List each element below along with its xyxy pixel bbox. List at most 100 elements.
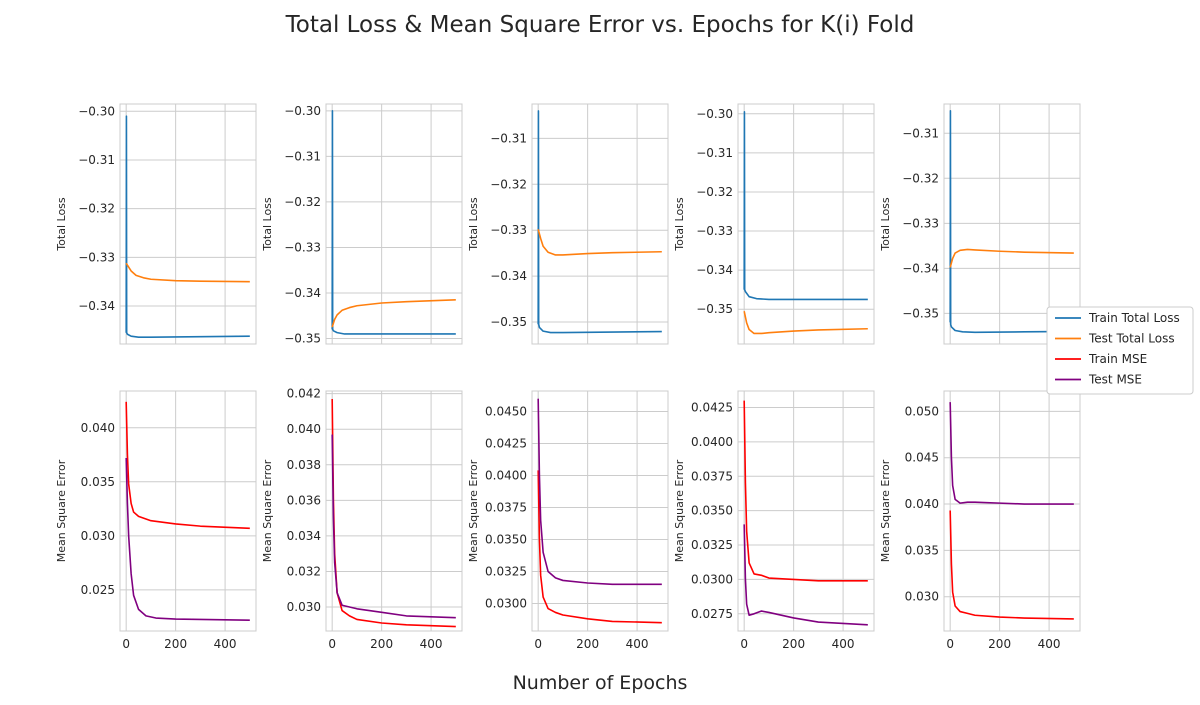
subplot-grid: −0.30 −0.31 −0.32 −0.33 −0.34 Total Loss −0.30… bbox=[55, 103, 1081, 651]
y-tick-label: 0.0400 bbox=[485, 468, 527, 482]
y-tick-label: 0.0400 bbox=[691, 435, 733, 449]
y-tick-label: −0.35 bbox=[696, 302, 733, 316]
x-tick-label: 200 bbox=[782, 637, 805, 651]
figure-title: Total Loss & Mean Square Error vs. Epoch… bbox=[285, 12, 915, 38]
y-tick-label: 0.0350 bbox=[691, 504, 733, 518]
y-axis-label: Mean Square Error bbox=[467, 459, 480, 562]
axes-frame bbox=[737, 390, 875, 632]
series-line-train-total-loss bbox=[949, 109, 1074, 334]
y-tick-label: 0.034 bbox=[287, 529, 321, 543]
y-tick-label: 0.040 bbox=[287, 422, 321, 436]
legend: Train Total Loss Test Total Loss Train MSE… bbox=[1046, 306, 1194, 395]
y-tick-label: −0.33 bbox=[78, 250, 115, 264]
plot-area bbox=[326, 104, 462, 344]
series-line-test-total-loss bbox=[537, 229, 662, 256]
subplot-0-3: −0.30 −0.31 −0.32 −0.33 −0.34 −0.35 Total Loss bbox=[673, 103, 875, 345]
y-tick-label: −0.32 bbox=[902, 171, 939, 185]
legend-label: Test MSE bbox=[1088, 373, 1142, 387]
y-tick-label: 0.0275 bbox=[691, 607, 733, 621]
y-tick-label: −0.30 bbox=[78, 104, 115, 118]
series-line-train-total-loss bbox=[331, 110, 456, 335]
x-tick-label: 200 bbox=[164, 637, 187, 651]
x-axis-label: Number of Epochs bbox=[513, 672, 688, 694]
y-tick-label: −0.30 bbox=[696, 107, 733, 121]
y-tick-label: −0.34 bbox=[696, 263, 733, 277]
y-tick-label: −0.34 bbox=[490, 269, 527, 283]
subplot-1-2: 0.0300 0.0325 0.0350 0.0375 0.0400 0.0425 0.04… bbox=[467, 390, 669, 651]
plot-area bbox=[120, 104, 256, 344]
series-line-test-mse bbox=[125, 458, 250, 621]
plot-area bbox=[944, 391, 1080, 631]
y-tick-label: 0.036 bbox=[287, 493, 321, 507]
plot-area bbox=[532, 104, 668, 344]
x-tick-label: 400 bbox=[420, 637, 443, 651]
x-tick-label: 400 bbox=[626, 637, 649, 651]
y-tick-label: −0.34 bbox=[284, 286, 321, 300]
legend-label: Test Total Loss bbox=[1088, 332, 1175, 346]
subplot-0-2: −0.31 −0.32 −0.33 −0.34 −0.35 Total Loss bbox=[467, 103, 669, 345]
subplot-1-1: 0.030 0.032 0.034 0.036 0.038 0.040 0.042 0 200 4… bbox=[261, 387, 463, 651]
series-line-train-mse bbox=[125, 401, 250, 530]
subplot-0-0: −0.30 −0.31 −0.32 −0.33 −0.34 Total Loss bbox=[55, 103, 257, 345]
plot-area bbox=[326, 391, 462, 631]
y-tick-label: −0.32 bbox=[490, 177, 527, 191]
y-tick-label: 0.030 bbox=[81, 529, 115, 543]
series-line-test-mse bbox=[949, 402, 1074, 505]
legend-label: Train MSE bbox=[1088, 352, 1147, 366]
series-line-train-mse bbox=[743, 400, 868, 582]
y-tick-label: −0.34 bbox=[902, 261, 939, 275]
y-axis-label: Total Loss bbox=[673, 197, 686, 252]
y-tick-label: 0.0450 bbox=[485, 404, 527, 418]
x-tick-label: 0 bbox=[946, 637, 954, 651]
subplot-0-1: −0.30 −0.31 −0.32 −0.33 −0.34 −0.35 Total Loss bbox=[261, 103, 463, 346]
y-tick-label: −0.33 bbox=[284, 240, 321, 254]
x-tick-label: 400 bbox=[214, 637, 237, 651]
y-tick-label: −0.34 bbox=[78, 299, 115, 313]
x-tick-label: 400 bbox=[832, 637, 855, 651]
y-tick-label: 0.030 bbox=[287, 600, 321, 614]
series-line-test-total-loss bbox=[743, 311, 868, 335]
series-line-train-mse bbox=[537, 470, 662, 624]
plot-area bbox=[738, 104, 874, 344]
y-axis-label: Total Loss bbox=[467, 197, 480, 252]
x-tick-label: 200 bbox=[370, 637, 393, 651]
x-tick-label: 200 bbox=[988, 637, 1011, 651]
y-tick-label: 0.0300 bbox=[485, 596, 527, 610]
y-tick-label: 0.0425 bbox=[485, 436, 527, 450]
y-tick-label: −0.31 bbox=[902, 126, 939, 140]
y-tick-label: 0.0300 bbox=[691, 572, 733, 586]
series-line-test-total-loss bbox=[331, 299, 456, 328]
axes-frame bbox=[531, 103, 669, 345]
y-tick-label: 0.050 bbox=[905, 404, 939, 418]
y-tick-label: −0.32 bbox=[78, 202, 115, 216]
y-axis-label: Total Loss bbox=[261, 197, 274, 252]
y-tick-label: 0.042 bbox=[287, 387, 321, 401]
x-tick-label: 400 bbox=[1038, 637, 1061, 651]
series-line-train-total-loss bbox=[125, 115, 250, 338]
y-tick-label: 0.035 bbox=[905, 543, 939, 557]
subplot-1-4: 0.030 0.035 0.040 0.045 0.050 0 200 400 Mean Squ… bbox=[879, 390, 1081, 651]
series-line-test-total-loss bbox=[125, 262, 250, 283]
axes-frame bbox=[325, 390, 463, 632]
y-tick-label: −0.31 bbox=[696, 146, 733, 160]
axes-frame bbox=[943, 103, 1081, 345]
y-tick-label: 0.045 bbox=[905, 451, 939, 465]
y-tick-label: −0.35 bbox=[902, 306, 939, 320]
y-axis-label: Total Loss bbox=[55, 197, 68, 252]
plot-area bbox=[944, 104, 1080, 344]
y-tick-label: −0.32 bbox=[696, 185, 733, 199]
x-tick-label: 0 bbox=[328, 637, 336, 651]
axes-frame bbox=[325, 103, 463, 345]
y-tick-label: 0.032 bbox=[287, 564, 321, 578]
y-tick-label: 0.038 bbox=[287, 458, 321, 472]
y-tick-label: −0.31 bbox=[490, 131, 527, 145]
y-tick-label: 0.040 bbox=[905, 497, 939, 511]
y-tick-label: −0.35 bbox=[284, 332, 321, 346]
legend-box bbox=[1046, 306, 1194, 395]
y-tick-label: 0.0325 bbox=[691, 538, 733, 552]
y-tick-label: 0.0375 bbox=[485, 500, 527, 514]
axes-frame bbox=[943, 390, 1081, 632]
y-tick-label: −0.32 bbox=[284, 195, 321, 209]
